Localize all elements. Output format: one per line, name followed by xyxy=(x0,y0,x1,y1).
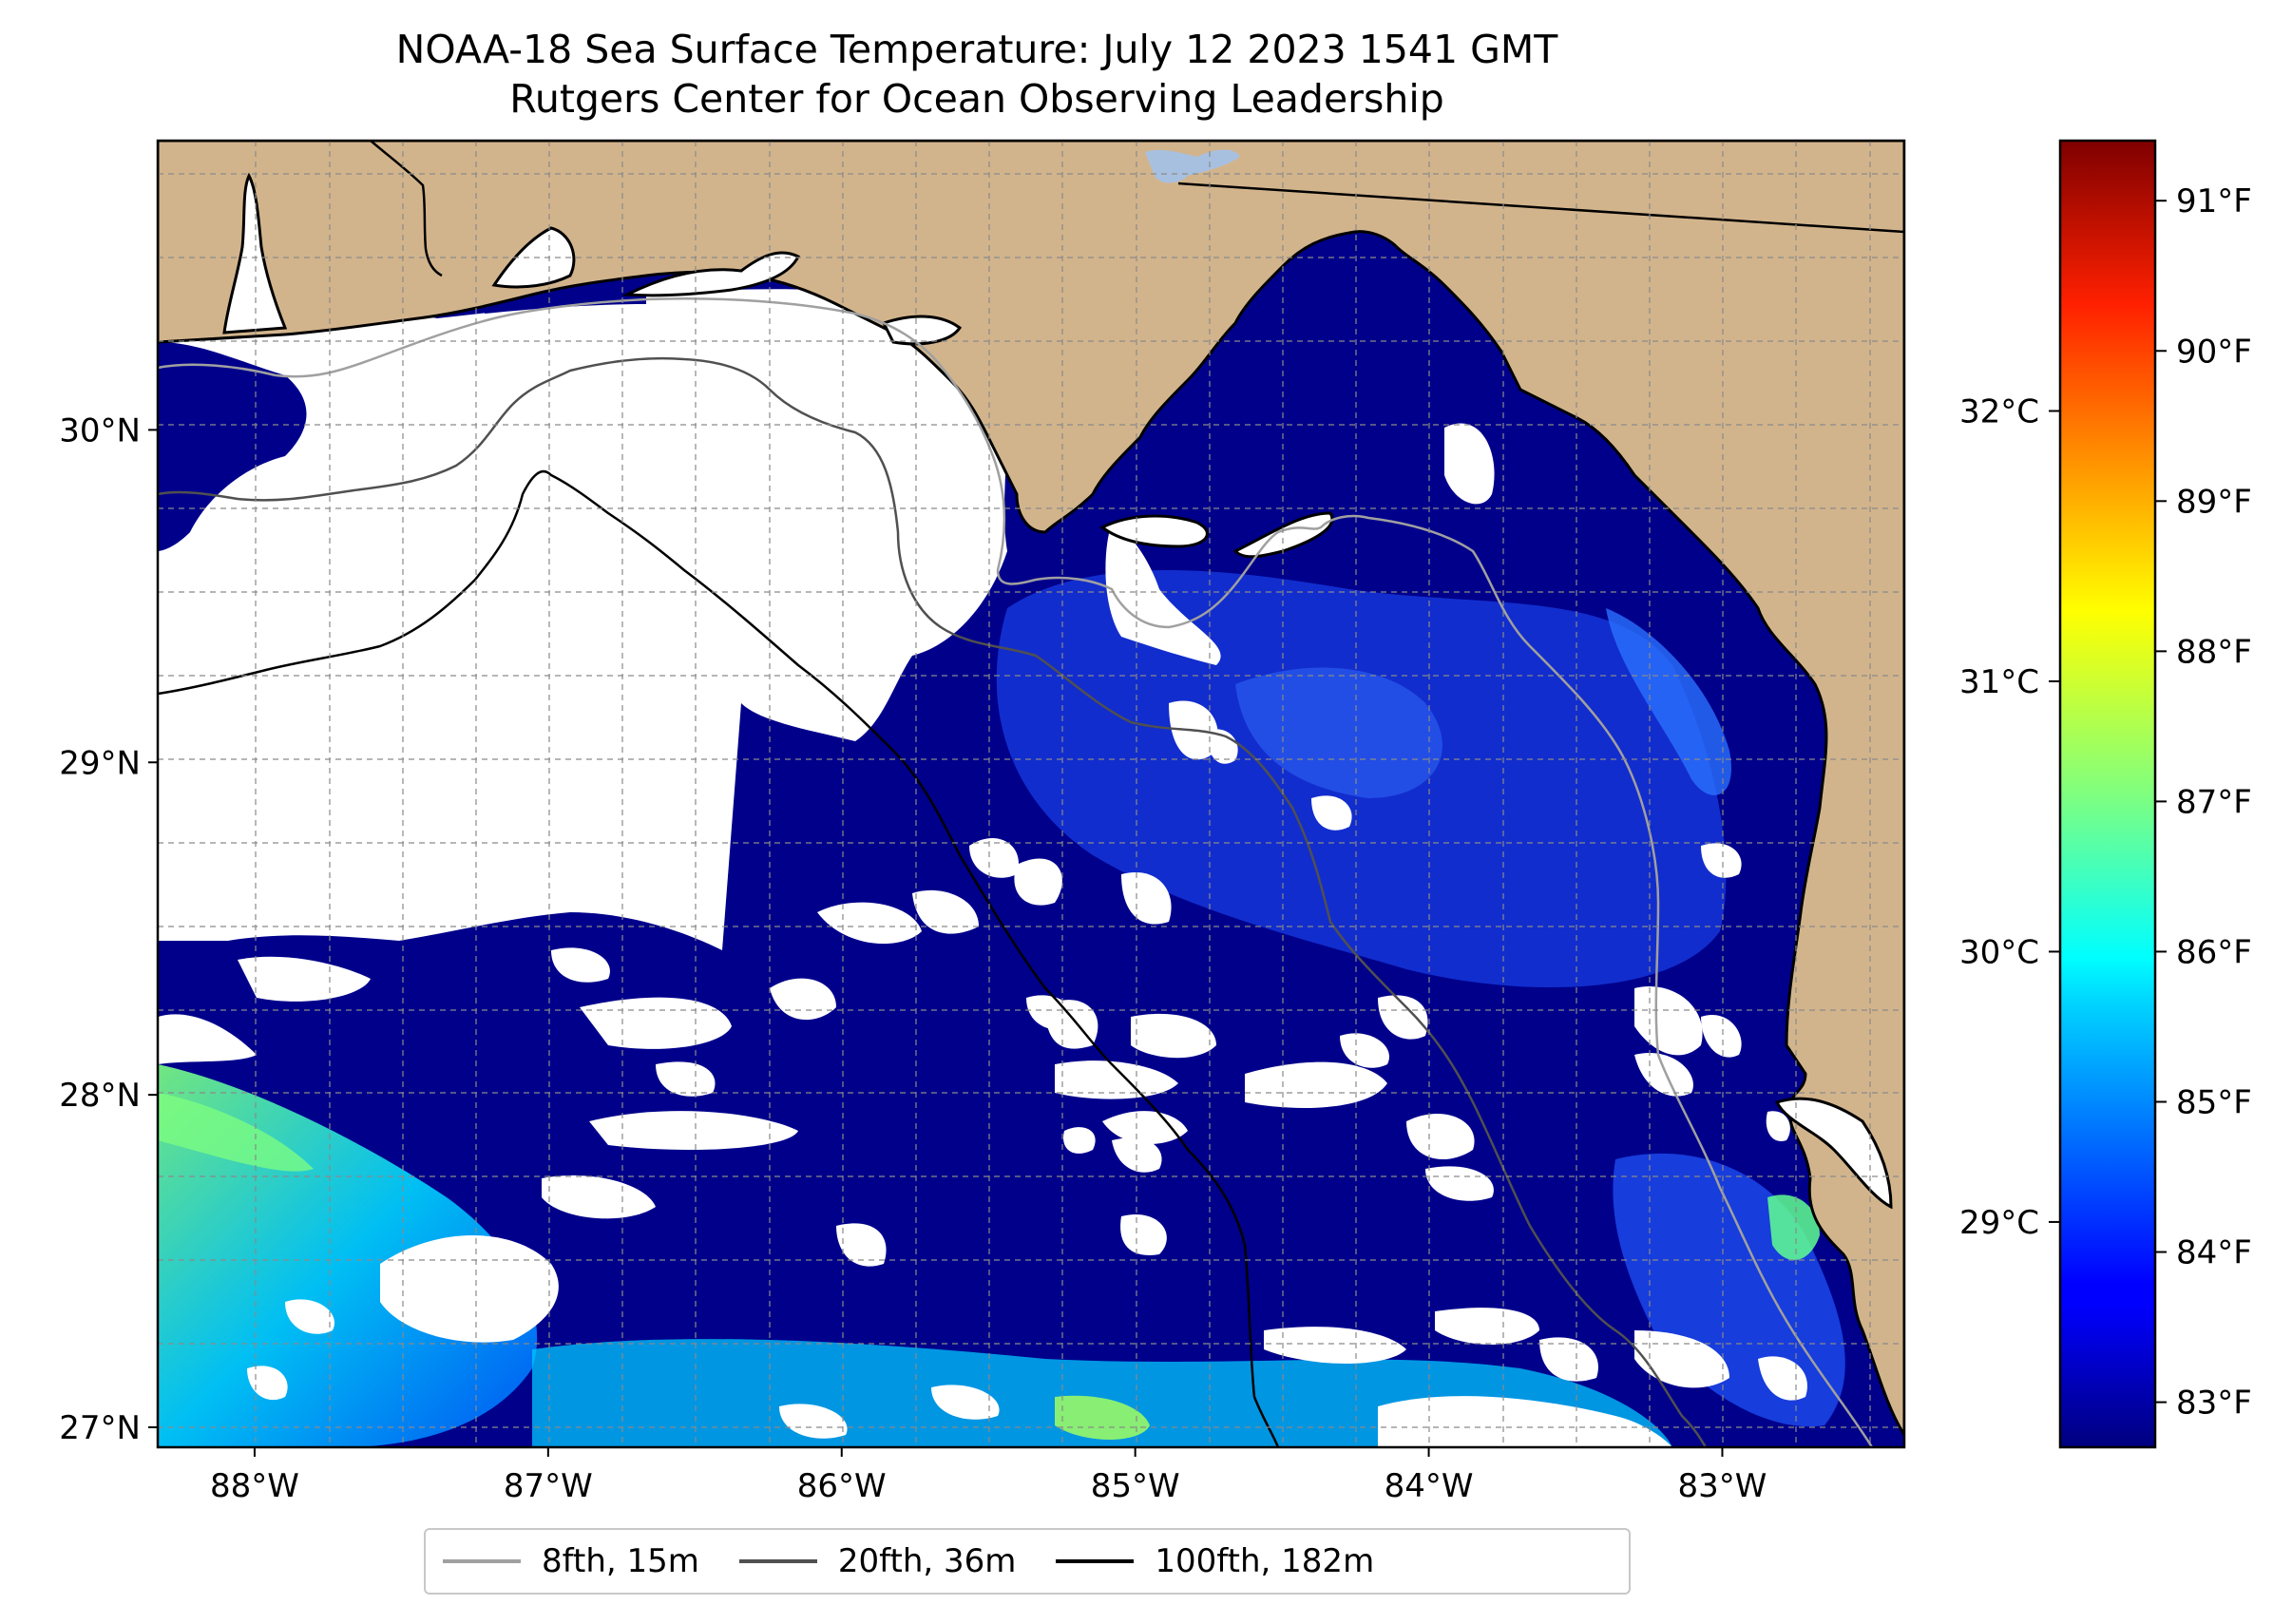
legend-item-100fth: 100fth, 182m xyxy=(1056,1542,1374,1580)
cloud-mask-bigbend-coast xyxy=(1105,523,1221,665)
colorbar-fahrenheit-axis: 83°F 84°F 85°F 86°F 87°F 88°F 89°F 90°F 91°F xyxy=(2155,182,2252,1423)
state-boundary-west xyxy=(370,141,443,277)
colorbar-f-tick-label: 88°F xyxy=(2176,633,2252,671)
colorbar-f-tick-label: 87°F xyxy=(2176,783,2252,821)
sst-warm-patch-east xyxy=(1235,667,1442,798)
map-plot-area xyxy=(158,141,1904,1447)
colorbar-c-tick-label: 32°C xyxy=(1959,392,2039,430)
colorbar-f-tick-label: 86°F xyxy=(2176,933,2252,971)
contour-20fth xyxy=(158,356,1708,1447)
legend-label: 100fth, 182m xyxy=(1155,1542,1375,1580)
colorbar-c-tick-label: 30°C xyxy=(1959,933,2039,971)
cloud-mask-northwest xyxy=(158,289,1007,950)
cloud-mask-northeast xyxy=(1444,423,1495,505)
sst-patch-west-coast xyxy=(158,342,307,551)
lon-tick-label: 85°W xyxy=(1091,1467,1180,1505)
colorbar-c-tick-label: 29°C xyxy=(1959,1204,2039,1242)
legend-item-8fth: 8fth, 15m xyxy=(443,1542,699,1580)
longitude-axis: 88°W 87°W 86°W 85°W 84°W 83°W xyxy=(210,1447,1767,1505)
chart-subtitle: Rutgers Center for Ocean Observing Leade… xyxy=(509,76,1444,122)
lat-tick-label: 28°N xyxy=(59,1077,141,1115)
colorbar-celsius-axis: 29°C 30°C 31°C 32°C xyxy=(1959,392,2060,1242)
legend-swatch xyxy=(443,1559,521,1563)
legend-swatch xyxy=(738,1559,817,1563)
sst-warm-coast-east xyxy=(1606,608,1731,795)
map-gridlines xyxy=(158,141,1904,1447)
colorbar-f-tick-label: 85°F xyxy=(2176,1083,2252,1121)
lat-tick-label: 29°N xyxy=(59,744,141,782)
legend-label: 20fth, 36m xyxy=(837,1542,1017,1580)
colorbar-f-tick-label: 91°F xyxy=(2176,182,2252,220)
colorbar-f-tick-label: 83°F xyxy=(2176,1385,2252,1423)
colorbar-f-tick-label: 90°F xyxy=(2176,333,2252,371)
lake xyxy=(1145,149,1240,183)
legend-swatch xyxy=(1056,1559,1135,1563)
cloud-mask-patches xyxy=(158,349,1807,1447)
colorbar-f-tick-label: 89°F xyxy=(2176,483,2252,521)
map-frame xyxy=(156,139,1906,1449)
legend-item-20fth: 20fth, 36m xyxy=(738,1542,1017,1580)
lon-tick-label: 87°W xyxy=(504,1467,593,1505)
state-boundary xyxy=(1177,182,1904,234)
lon-tick-label: 86°W xyxy=(797,1467,887,1505)
lat-tick-label: 30°N xyxy=(59,411,141,449)
legend-label: 8fth, 15m xyxy=(542,1542,699,1580)
colorbar-f-tick-label: 84°F xyxy=(2176,1234,2252,1272)
lon-tick-label: 83°W xyxy=(1678,1467,1767,1505)
colorbar-scale xyxy=(2058,139,2157,1449)
lat-tick-label: 27°N xyxy=(59,1409,141,1447)
chart-title: NOAA-18 Sea Surface Temperature: July 12… xyxy=(395,27,1558,72)
sst-warm-spot-southeast xyxy=(1767,1194,1820,1261)
sst-warm-spot-south xyxy=(1055,1395,1150,1440)
colorbar-c-tick-label: 31°C xyxy=(1959,663,2039,701)
contour-legend: 8fth, 15m 20fth, 36m 100fth, 182m xyxy=(424,1528,1631,1595)
lon-tick-label: 88°W xyxy=(210,1467,299,1505)
sst-warm-band-southwest xyxy=(158,1093,314,1172)
lon-tick-label: 84°W xyxy=(1385,1467,1474,1505)
contour-8fth xyxy=(158,297,1874,1447)
latitude-axis: 27°N 28°N 29°N 30°N xyxy=(59,411,158,1447)
contour-100fth xyxy=(158,469,1280,1447)
